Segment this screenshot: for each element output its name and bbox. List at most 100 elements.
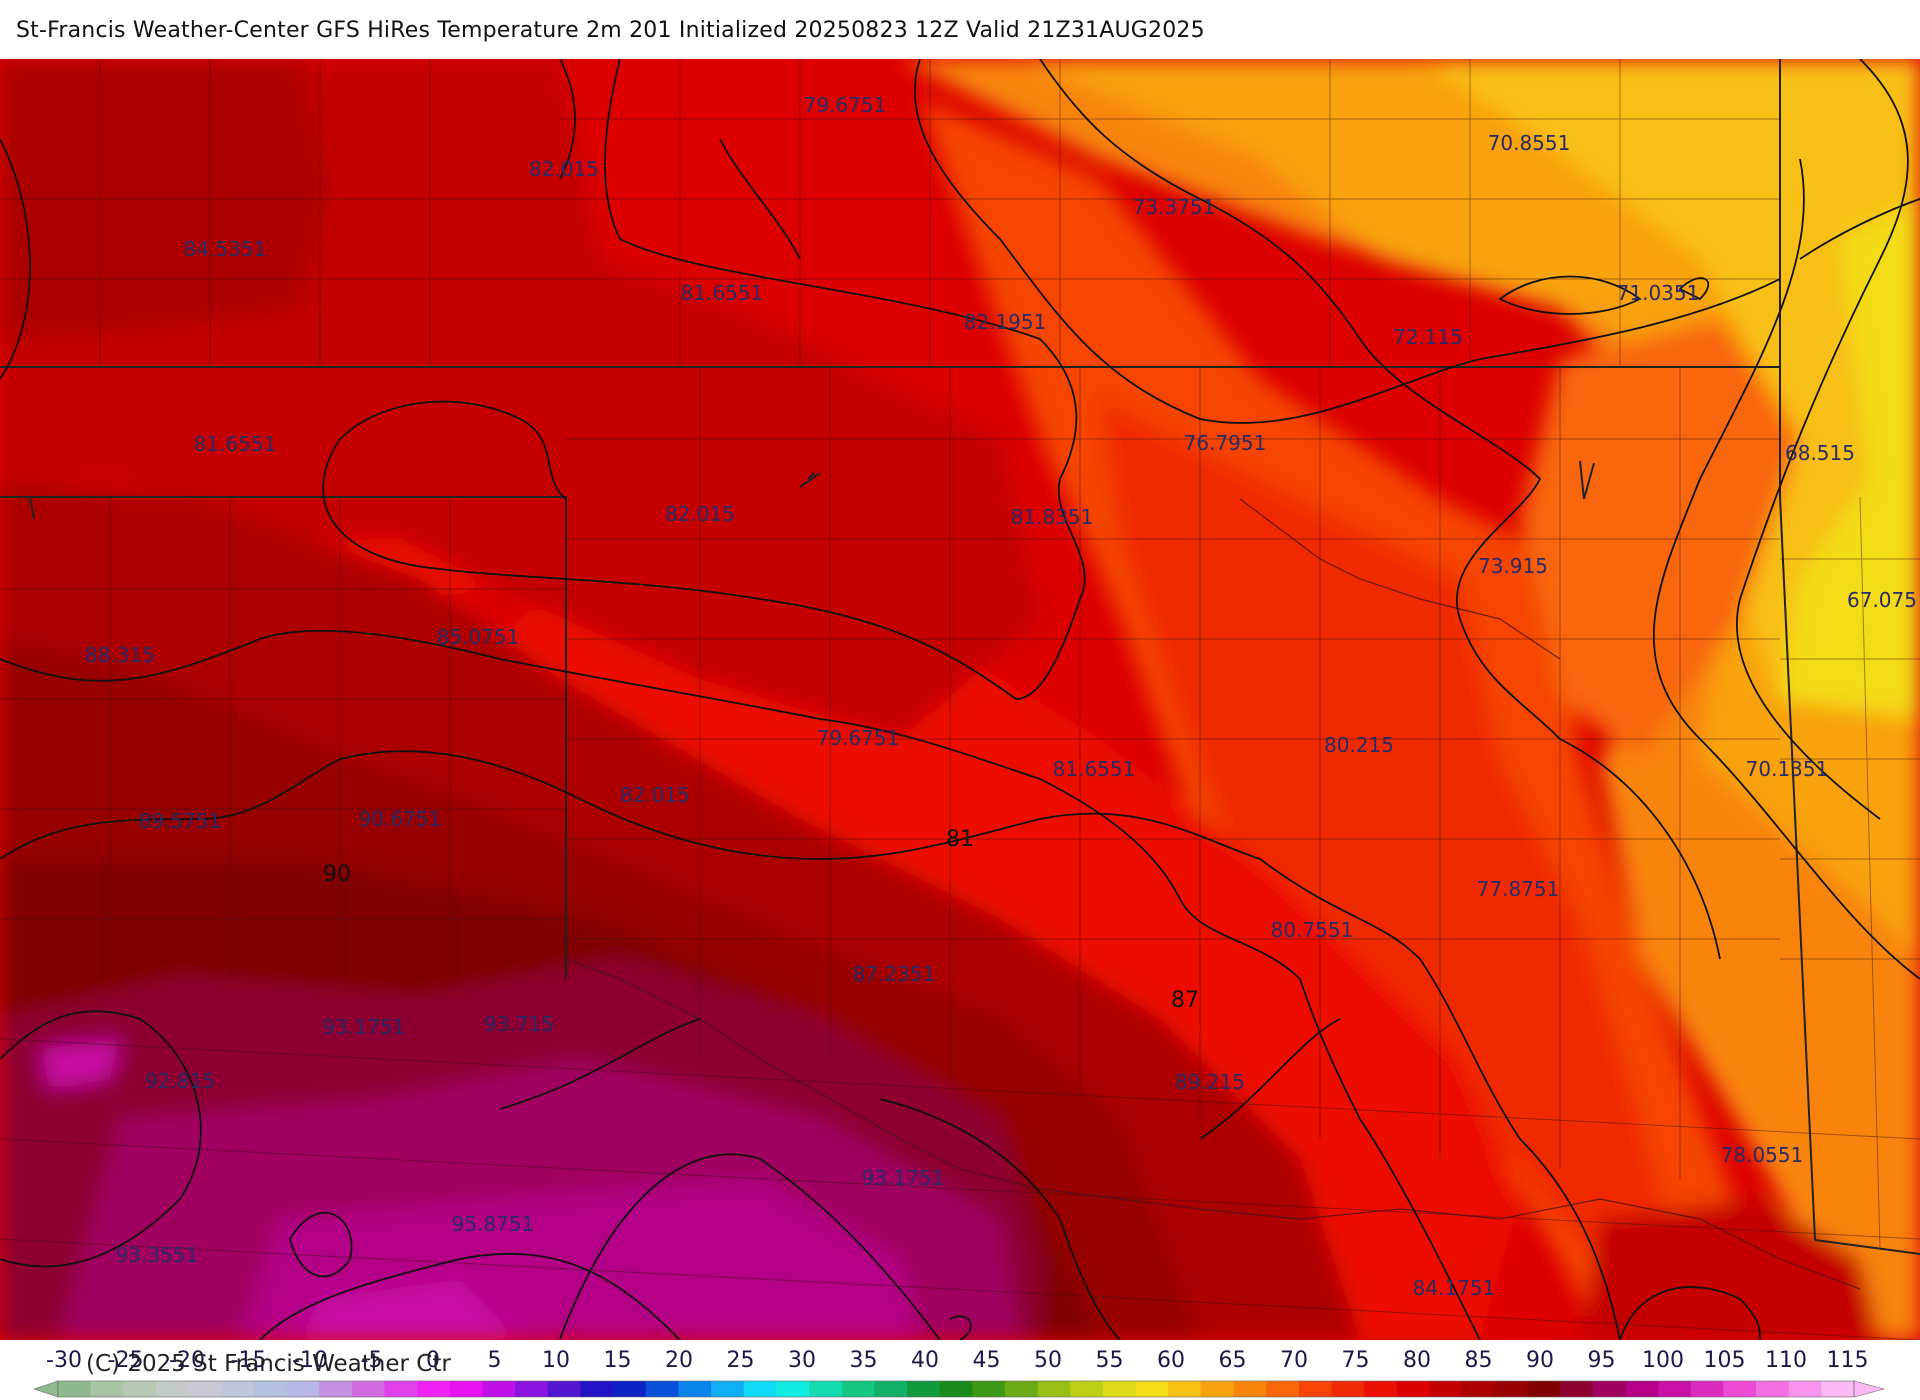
colorbar-swatch: [1037, 1381, 1071, 1397]
colorbar-swatch: [1429, 1381, 1463, 1397]
temperature-value-label: 79.6751: [817, 726, 900, 750]
colorbar-swatch: [1723, 1381, 1757, 1397]
colorbar-tick-label: 50: [1034, 1348, 1062, 1373]
colorbar-tick-label: 10: [542, 1348, 570, 1373]
county-lines: [0, 59, 1920, 1340]
colorbar-swatch: [1756, 1381, 1790, 1397]
colorbar-swatch: [645, 1381, 679, 1397]
temperature-value-label: 72.115: [1393, 325, 1463, 349]
temperature-value-label: 89.215: [1175, 1070, 1245, 1094]
colorbar-swatch: [1233, 1381, 1267, 1397]
colorbar-swatch: [123, 1381, 157, 1397]
temperature-value-label: 87.2351: [853, 962, 936, 986]
temperature-value-label: 73.915: [1478, 554, 1548, 578]
colorbar-swatch: [1788, 1381, 1822, 1397]
colorbar-swatch: [1560, 1381, 1594, 1397]
colorbar-swatch: [1625, 1381, 1659, 1397]
temperature-value-label: 81.6551: [194, 432, 277, 456]
colorbar-tick-label: 30: [788, 1348, 816, 1373]
colorbar-swatch: [809, 1381, 843, 1397]
colorbar-swatch: [743, 1381, 777, 1397]
colorbar-swatch: [1821, 1381, 1855, 1397]
map-title: St-Francis Weather-Center GFS HiRes Temp…: [16, 18, 1205, 43]
temperature-fill: [0, 59, 1920, 1340]
colorbar-swatch: [1462, 1381, 1496, 1397]
temperature-value-label: 82.015: [529, 157, 599, 181]
colorbar-max-arrow: [1853, 1380, 1886, 1398]
colorbar-swatch: [482, 1381, 516, 1397]
temperature-value-label: 88.315: [85, 643, 155, 667]
colorbar-swatch: [1266, 1381, 1300, 1397]
colorbar-tick-label: 5: [488, 1348, 502, 1373]
colorbar-swatch: [580, 1381, 614, 1397]
temperature-value-label: 95.8751: [452, 1212, 535, 1236]
colorbar-swatch: [1070, 1381, 1104, 1397]
colorbar-swatch: [58, 1381, 92, 1397]
temperature-value-label: 89.5751: [139, 809, 222, 833]
colorbar-swatch: [613, 1381, 647, 1397]
colorbar-swatch: [1135, 1381, 1169, 1397]
temperature-value-label: 77.8751: [1477, 877, 1560, 901]
temperature-value-label: 80.215: [1324, 733, 1394, 757]
colorbar-min-arrow: [33, 1380, 59, 1398]
colorbar-swatch: [221, 1381, 255, 1397]
colorbar-tick-label: 15: [604, 1348, 632, 1373]
colorbar-swatch: [874, 1381, 908, 1397]
state-borders: [0, 59, 1920, 1255]
contour-label: 87: [1171, 988, 1199, 1013]
contour-labels: 90 81 87: [323, 827, 1199, 1013]
temperature-value-label: 92.815: [145, 1069, 215, 1093]
temperature-value-label: 82.1951: [964, 310, 1047, 334]
colorbar-tick-label: -30: [46, 1348, 82, 1373]
temperature-value-label: 90.6751: [359, 807, 442, 831]
colorbar-swatch: [1494, 1381, 1528, 1397]
temperature-value-label: 68.515: [1785, 441, 1855, 465]
temperature-value-label: 84.5351: [184, 237, 267, 261]
colorbar-tick-label: 45: [973, 1348, 1001, 1373]
colorbar-swatch: [90, 1381, 124, 1397]
colorbar-tick-label: -25: [108, 1348, 144, 1373]
temperature-value-label: 73.3751: [1133, 195, 1216, 219]
colorbar-swatch: [1102, 1381, 1137, 1397]
colorbar-swatch: [319, 1381, 353, 1397]
colorbar-tick-label: 95: [1588, 1348, 1616, 1373]
colorbar-swatch: [547, 1381, 581, 1397]
colorbar-tick-label: 110: [1765, 1348, 1807, 1373]
colorbar-tick-label: 55: [1096, 1348, 1124, 1373]
colorbar-swatch: [515, 1381, 549, 1397]
temperature-map[interactable]: 79.6751 82.015 84.5351 81.6551 82.1951 73.375…: [0, 59, 1920, 1340]
colorbar-swatch: [253, 1381, 288, 1397]
contour-label: 90: [323, 862, 351, 887]
colorbar-tick-label: -15: [231, 1348, 267, 1373]
colorbar-swatch: [1527, 1381, 1561, 1397]
colorbar-tick-label: 80: [1403, 1348, 1431, 1373]
colorbar-swatch: [286, 1381, 320, 1397]
colorbar-swatch: [939, 1381, 973, 1397]
wind-barbs: [10, 460, 1595, 520]
colorbar-tick-label: 35: [850, 1348, 878, 1373]
colorbar-swatch: [841, 1381, 875, 1397]
colorbar-swatch: [384, 1381, 418, 1397]
colorbar-swatch: [449, 1381, 484, 1397]
temperature-value-label: 80.7551: [1271, 918, 1354, 942]
contour-label: 81: [946, 827, 974, 852]
colorbar-tick-label: 100: [1642, 1348, 1684, 1373]
isotherm-contours: [0, 59, 1920, 1340]
colorbar-tick-label: 70: [1280, 1348, 1308, 1373]
colorbar-swatch: [1200, 1381, 1235, 1397]
temperature-value-label: 79.6751: [804, 93, 887, 117]
colorbar-swatch: [972, 1381, 1006, 1397]
temperature-value-label: 85.0751: [437, 625, 520, 649]
temperature-value-label: 70.1351: [1746, 757, 1829, 781]
colorbar-swatch: [907, 1381, 941, 1397]
temperature-value-label: 78.0551: [1721, 1143, 1804, 1167]
colorbar-swatch: [351, 1381, 386, 1397]
colorbar-tick-label: -5: [361, 1348, 383, 1373]
temperature-value-label: 93.3551: [116, 1243, 199, 1267]
colorbar-swatch: [188, 1381, 222, 1397]
colorbar-swatch: [711, 1381, 745, 1397]
colorbar-swatch: [1004, 1381, 1039, 1397]
colorbar-tick-label: 20: [665, 1348, 693, 1373]
temperature-value-label: 76.7951: [1184, 431, 1267, 455]
copyright-text: (C) 2025 St Francis Weather Ctr: [86, 1351, 451, 1377]
